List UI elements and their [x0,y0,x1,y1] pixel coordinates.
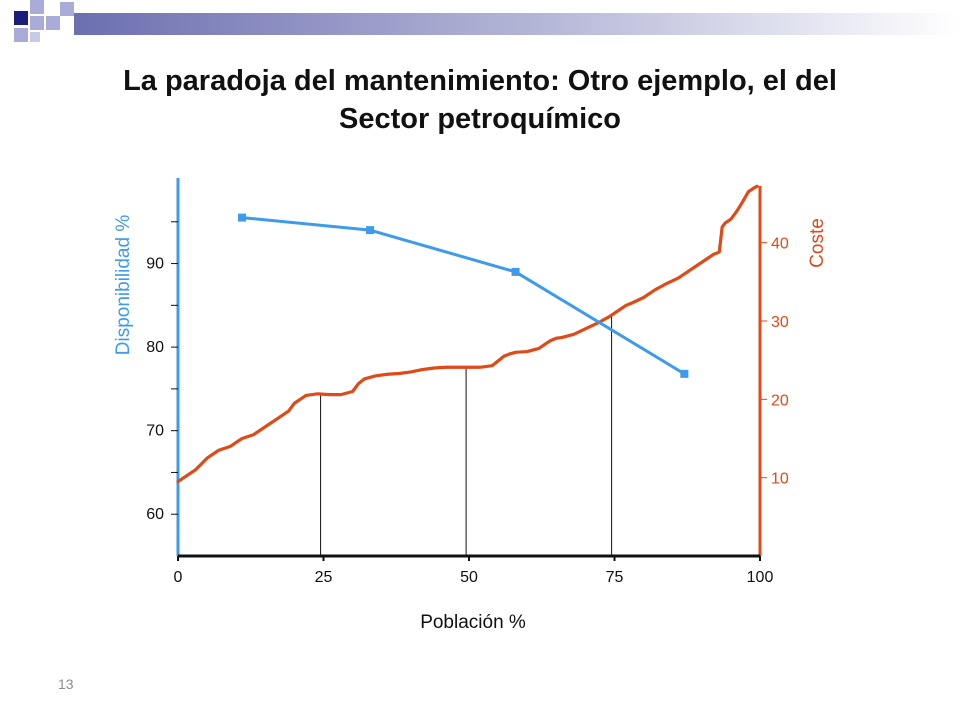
x-axis-label: Población % [420,612,526,633]
x-tick-label: 0 [174,569,183,586]
y-right-tick-label: 10 [771,471,789,488]
y-right-tick-label: 20 [771,392,789,409]
x-tick-label: 75 [606,569,624,586]
x-tick-label: 100 [747,569,774,586]
cost-series-line [176,184,759,484]
y-left-tick-label: 60 [146,506,164,523]
y-left-tick-label: 70 [146,423,164,440]
y-right-tick-label: 30 [771,314,789,331]
series-layer [176,184,759,484]
y-left-tick-label: 80 [146,339,164,356]
availability-point [511,267,520,276]
y-right-axis-label: Coste [807,218,828,268]
x-tick-label: 25 [315,569,333,586]
availability-point [680,369,689,378]
page-number: 13 [58,676,74,692]
y-right-tick-label: 40 [771,236,789,253]
decorative-header-band [14,0,960,42]
availability-series-line [241,216,686,376]
tick-labels: 60 70 80 90 10 20 30 40 0 25 50 75 100 Población % Dis… [113,215,828,633]
availability-point [238,213,247,222]
axes [171,178,767,561]
y-left-axis-label: Disponibilidad % [113,215,134,356]
x-tick-label: 50 [460,569,478,586]
availability-point [366,226,375,235]
y-left-tick-label: 90 [146,256,164,273]
slide-title: La paradoja del mantenimiento: Otro ejem… [123,65,837,135]
reference-lines [320,315,613,556]
